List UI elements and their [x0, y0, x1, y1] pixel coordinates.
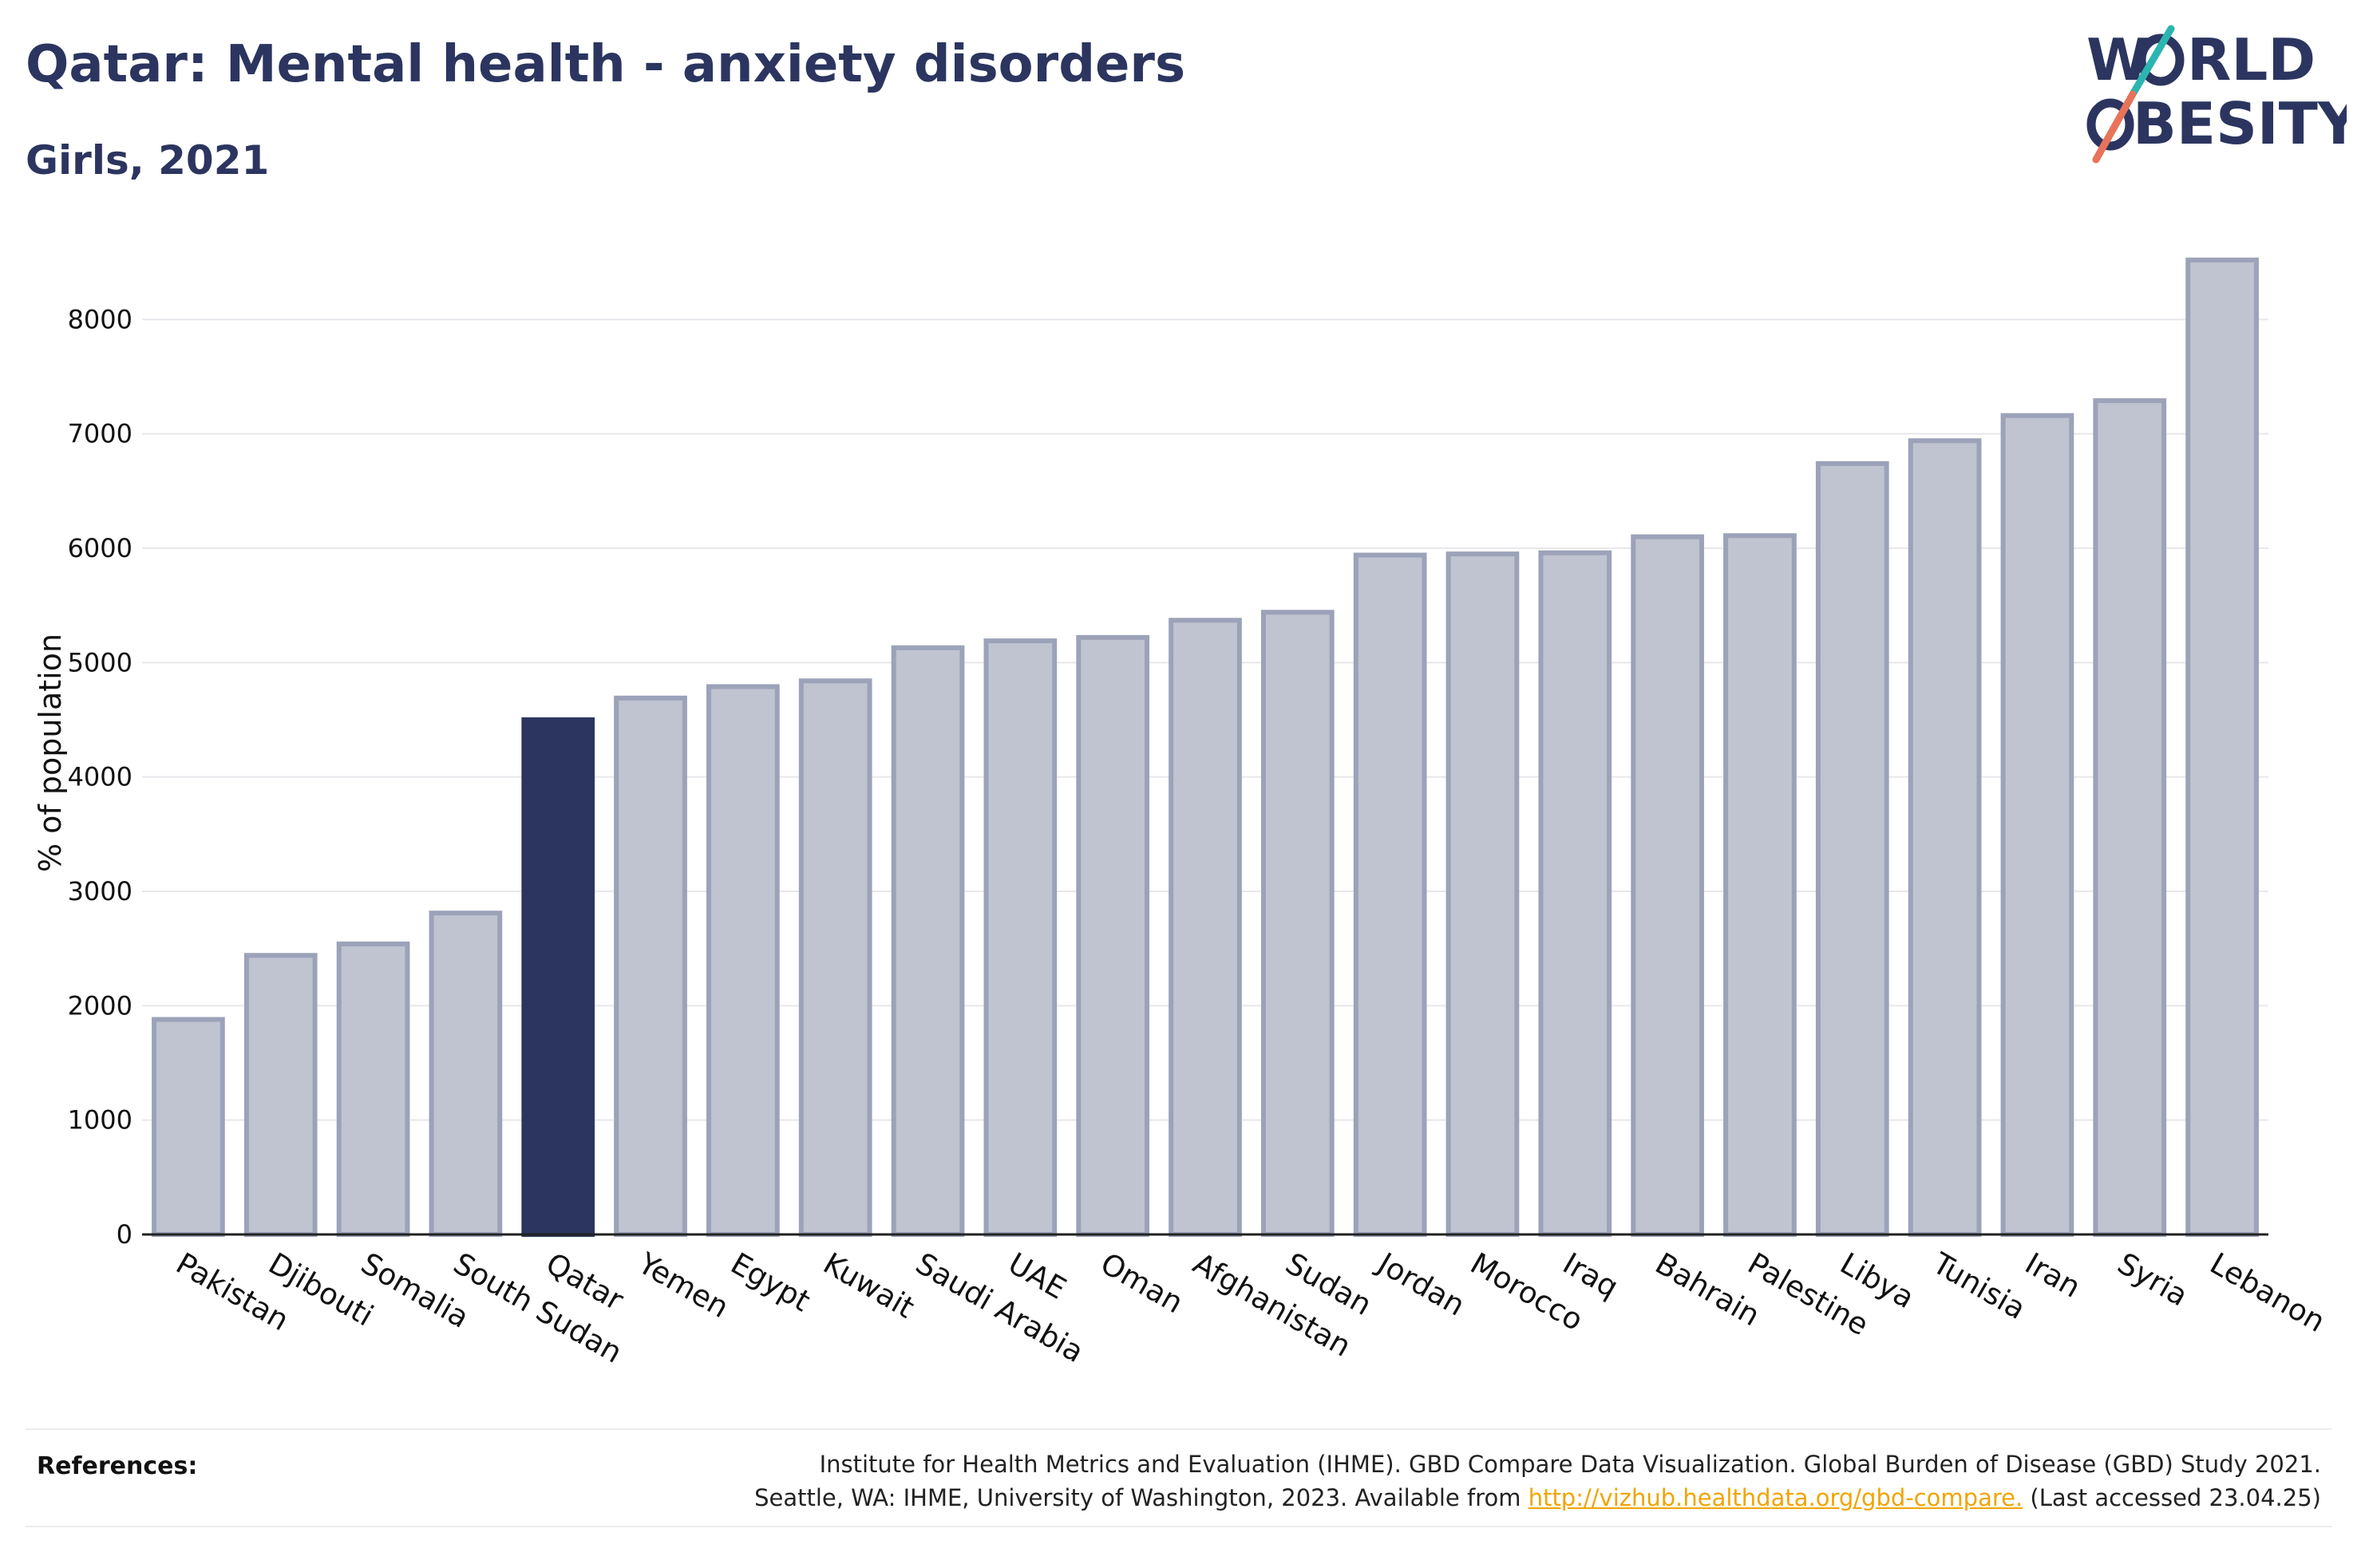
bar-syria	[2093, 398, 2167, 1238]
references-box: References: Institute for Health Metrics…	[26, 1428, 2332, 1527]
logo-slash-top	[2129, 25, 2175, 98]
bar-egypt	[706, 684, 780, 1237]
x-tick-label: Egypt	[725, 1246, 816, 1319]
references-line-2: Seattle, WA: IHME, University of Washing…	[754, 1481, 2321, 1515]
bar-yemen	[614, 695, 687, 1237]
bar-somalia	[336, 941, 410, 1238]
y-axis-title: % of population	[33, 634, 68, 872]
y-tick-label: 6000	[68, 533, 132, 563]
y-tick-label: 7000	[68, 419, 132, 449]
y-tick-label: 4000	[68, 762, 132, 792]
y-tick-label: 0	[117, 1219, 132, 1250]
bar-pakistan	[152, 1017, 225, 1237]
bar-iran	[2000, 413, 2074, 1238]
bar-tunisia	[1908, 438, 1982, 1237]
references-line-2-prefix: Seattle, WA: IHME, University of Washing…	[754, 1484, 1521, 1511]
bar-afghanistan	[1169, 618, 1242, 1237]
bar-djibouti	[243, 953, 318, 1238]
references-link[interactable]: http://vizhub.healthdata.org/gbd-compare…	[1528, 1484, 2023, 1511]
chart-subtitle: Girls, 2021	[26, 137, 270, 184]
logo-o-top	[2137, 34, 2185, 86]
x-tick-label: Syria	[2112, 1246, 2194, 1313]
x-tick-label: Bahrain	[1650, 1246, 1766, 1333]
x-tick-label: Yemen	[632, 1246, 735, 1325]
bar-jordan	[1353, 552, 1427, 1237]
bar-qatar	[521, 717, 595, 1237]
bar-uae	[983, 638, 1058, 1237]
x-tick-label: Saudi Arabia	[910, 1246, 1090, 1370]
y-tick-label: 5000	[68, 647, 132, 677]
bar-bahrain	[1631, 534, 1704, 1237]
x-tick-label: Tunisia	[1926, 1246, 2031, 1326]
references-text: Institute for Health Metrics and Evaluat…	[754, 1448, 2321, 1515]
references-line-2-suffix: (Last accessed 23.04.25)	[2030, 1484, 2321, 1511]
logo-o-bottom	[2086, 98, 2134, 151]
bar-sudan	[1260, 610, 1335, 1237]
bar-iraq	[1538, 550, 1612, 1237]
bar-south-sudan	[429, 910, 503, 1237]
bar-lebanon	[2185, 257, 2259, 1237]
bar-morocco	[1445, 551, 1520, 1237]
bar-kuwait	[798, 678, 872, 1237]
references-line-1: Institute for Health Metrics and Evaluat…	[819, 1451, 2321, 1478]
bar-chart: 0 1000 2000 3000 4000 5000 6000 7000 8000 Pakist…	[33, 257, 2331, 1370]
logo-rld: RLD	[2187, 26, 2316, 93]
bar-saudi-arabia	[891, 645, 965, 1237]
bar-libya	[1815, 460, 1889, 1237]
y-tick-labels: 0 1000 2000 3000 4000 5000 6000 7000 8000	[68, 304, 132, 1250]
bar-palestine	[1723, 533, 1797, 1237]
x-tick-label: Jordan	[1370, 1246, 1470, 1323]
logo-besity: BESITY	[2133, 90, 2347, 157]
y-tick-label: 1000	[68, 1105, 132, 1136]
y-tick-label: 2000	[68, 990, 132, 1021]
chart-title: Qatar: Mental health - anxiety disorders	[26, 35, 1186, 94]
world-obesity-logo: W RLD BESITY	[2086, 25, 2347, 164]
x-tick-label: Oman	[1095, 1246, 1189, 1321]
bar-oman	[1076, 634, 1150, 1237]
logo-slash-bottom	[2092, 90, 2137, 164]
x-tick-label: Kuwait	[817, 1246, 920, 1325]
bars	[152, 257, 2259, 1238]
y-tick-label: 3000	[68, 876, 132, 906]
references-label: References:	[37, 1452, 198, 1480]
x-tick-label: Lebanon	[2205, 1246, 2331, 1339]
y-tick-label: 8000	[68, 304, 132, 334]
